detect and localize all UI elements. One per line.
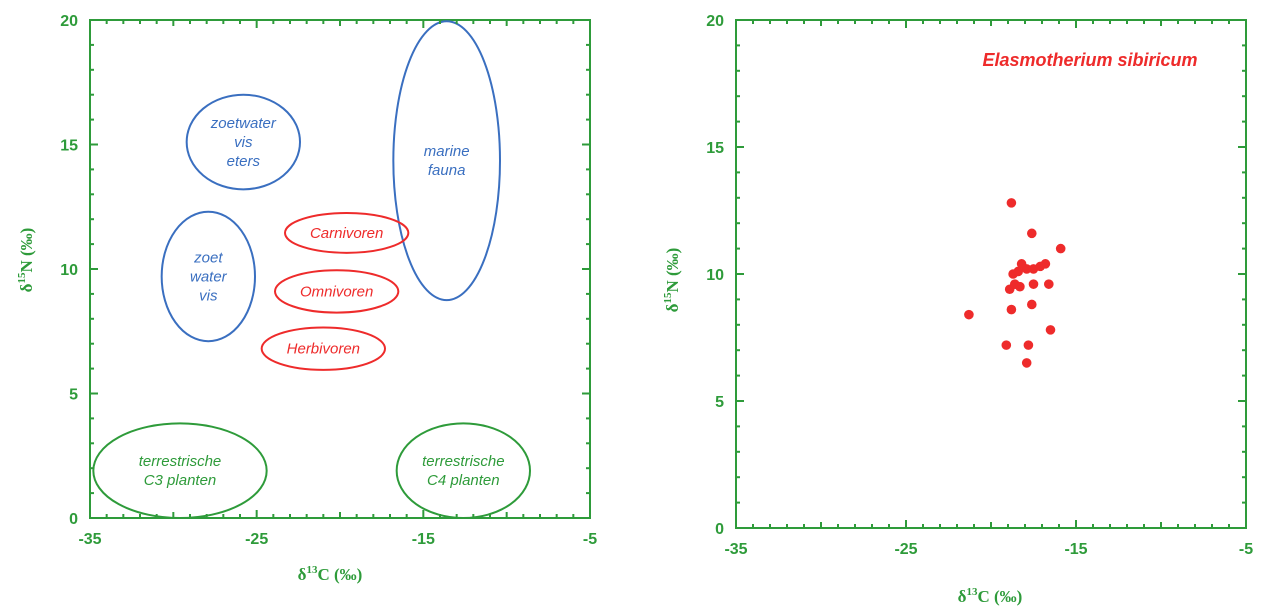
- right-y-tick-label: 5: [715, 394, 724, 411]
- region-label: eters: [227, 153, 261, 170]
- data-point: [1055, 243, 1066, 254]
- data-point: [964, 309, 974, 320]
- data-point: [1044, 279, 1054, 289]
- region-ellipse: [284, 211, 410, 254]
- right-plot-frame: [735, 19, 1247, 529]
- data-point: [1013, 266, 1023, 277]
- region-label: terrestrische: [422, 453, 505, 470]
- left-x-tick-label: -35: [78, 531, 101, 548]
- region-ellipse: [185, 93, 301, 191]
- right-x-tick-label: -5: [1239, 541, 1253, 558]
- data-point: [1045, 325, 1056, 335]
- data-point: [1006, 198, 1017, 208]
- left-y-tick-label: 10: [60, 262, 78, 279]
- right-x-ticks: -35 -25 -15 -5: [724, 20, 1253, 558]
- region-label: Herbivoren: [287, 341, 360, 358]
- left-y-tick-label: 0: [69, 511, 78, 528]
- right-x-tick-label: -15: [1064, 541, 1087, 558]
- region-ellipse: [92, 422, 268, 520]
- left-regions: zoetwatervisetersmarinefaunazoetwatervis…: [92, 20, 532, 520]
- region-label: marine: [424, 143, 470, 160]
- left-y-tick-label: 15: [60, 138, 78, 155]
- region-label: vis: [199, 287, 218, 304]
- region-ellipse: [160, 210, 256, 343]
- right-x-tick-label: -35: [724, 541, 747, 558]
- data-point: [1001, 340, 1012, 350]
- data-point: [1021, 264, 1032, 274]
- data-point: [1006, 304, 1017, 315]
- right-y-tick-label: 10: [706, 267, 724, 284]
- right-data-points: [964, 198, 1066, 368]
- region-label: zoetwater: [210, 115, 277, 132]
- region-label: C4 planten: [427, 472, 500, 489]
- region-label: terrestrische: [139, 453, 222, 470]
- left-x-tick-label: -15: [412, 531, 435, 548]
- right-x-axis-label: δ13C (‰): [958, 586, 1023, 606]
- left-x-tick-label: -5: [583, 531, 597, 548]
- right-y-axis-label: δ15N (‰): [662, 248, 682, 313]
- data-point: [1028, 279, 1039, 289]
- left-y-tick-label: 20: [60, 13, 78, 30]
- left-y-axis-label: δ15N (‰): [16, 228, 36, 293]
- right-y-ticks: 0 5 10 15 20: [706, 13, 1246, 538]
- data-point: [1027, 228, 1037, 239]
- region-ellipse: [274, 269, 400, 314]
- data-point: [1015, 281, 1025, 292]
- region-label: Omnivoren: [300, 283, 373, 300]
- region-ellipse: [392, 20, 501, 302]
- right-x-tick-label: -25: [894, 541, 917, 558]
- left-panel: zoetwatervisetersmarinefaunazoetwatervis…: [16, 13, 597, 584]
- data-point: [1021, 358, 1032, 368]
- region-ellipse: [395, 422, 532, 520]
- region-label: C3 planten: [144, 472, 217, 489]
- region-label: vis: [234, 134, 253, 151]
- region-label: zoet: [193, 249, 223, 266]
- data-point: [1023, 340, 1034, 350]
- left-x-ticks: -35 -25 -15 -5: [78, 20, 597, 548]
- species-annotation: Elasmotherium sibiricum: [982, 50, 1197, 70]
- region-label: water: [190, 268, 228, 285]
- region-ellipse: [260, 326, 387, 371]
- region-label: fauna: [428, 162, 466, 179]
- right-y-tick-label: 20: [706, 13, 724, 30]
- left-x-axis-label: δ13C (‰): [298, 564, 363, 584]
- region-label: Carnivoren: [310, 225, 383, 242]
- data-point: [1040, 259, 1051, 269]
- left-y-ticks: 0 5 10 15 20: [60, 13, 590, 528]
- left-plot-frame: [89, 19, 591, 519]
- left-y-tick-label: 5: [69, 387, 78, 404]
- right-y-tick-label: 0: [715, 521, 724, 538]
- left-x-tick-label: -25: [245, 531, 268, 548]
- right-y-tick-label: 15: [706, 140, 724, 157]
- data-point: [1027, 299, 1037, 310]
